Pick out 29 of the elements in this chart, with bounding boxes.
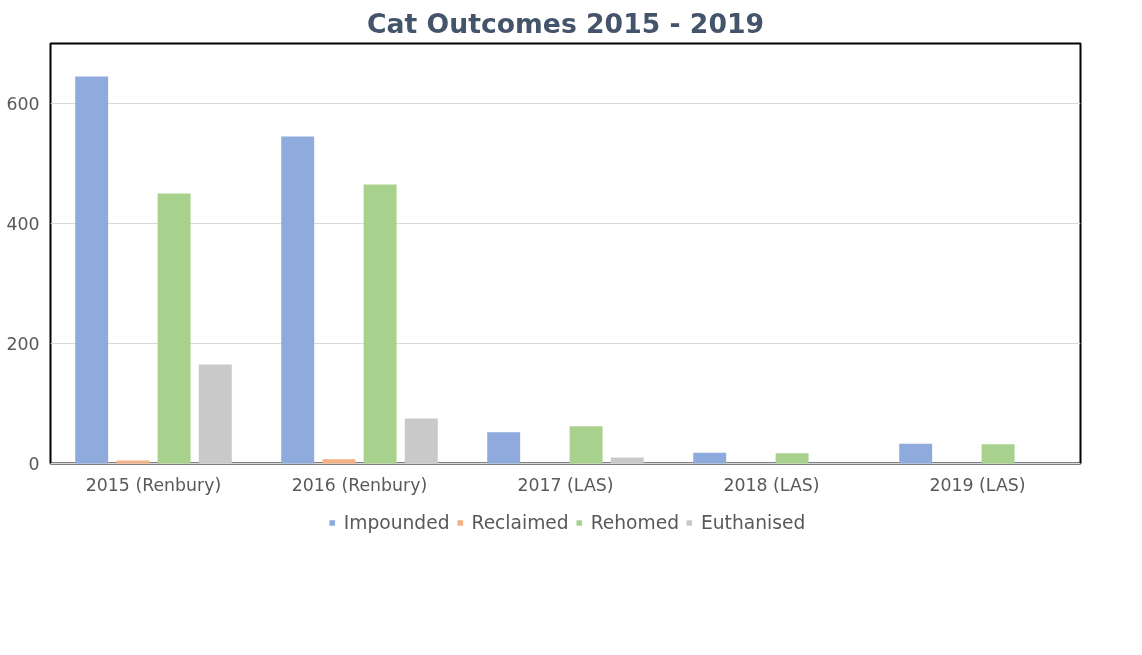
x-tick-label: 2019 (LAS) — [929, 474, 1026, 495]
bar — [775, 453, 809, 464]
bar — [322, 459, 356, 464]
bar — [198, 364, 232, 464]
x-tick-label: 2017 (LAS) — [517, 474, 614, 495]
x-tick-label: 2015 (Renbury) — [85, 474, 222, 495]
legend-label: Rehomed — [590, 511, 680, 533]
bar — [981, 444, 1015, 464]
legend-label: Reclaimed — [471, 511, 569, 533]
bar — [75, 76, 109, 464]
y-tick-label: 0 — [28, 454, 40, 474]
bar — [487, 432, 521, 464]
y-tick-label: 200 — [6, 334, 40, 354]
bar — [363, 184, 397, 464]
legend-label: Euthanised — [701, 511, 806, 533]
bar — [404, 418, 438, 464]
legend-label: Impounded — [343, 511, 450, 533]
chart-title: Cat Outcomes 2015 - 2019 — [366, 7, 765, 39]
y-tick-label: 600 — [6, 94, 40, 114]
bar — [899, 443, 933, 464]
bar — [693, 452, 727, 464]
bar — [157, 193, 191, 464]
x-tick-label: 2016 (Renbury) — [291, 474, 428, 495]
bar — [281, 136, 315, 464]
bar — [610, 457, 644, 464]
bar — [569, 426, 603, 464]
bar — [116, 460, 150, 464]
y-tick-label: 400 — [6, 214, 40, 234]
x-tick-label: 2018 (LAS) — [723, 474, 820, 495]
